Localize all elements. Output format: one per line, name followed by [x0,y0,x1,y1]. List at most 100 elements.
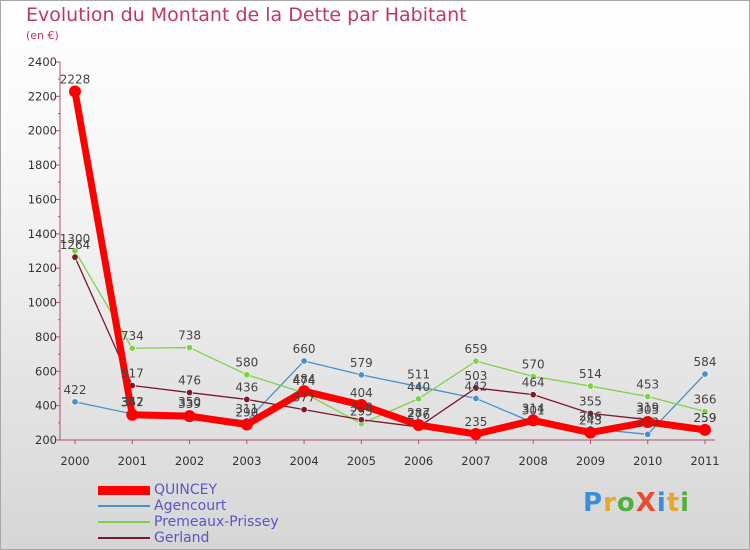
data-label: 584 [694,355,717,369]
data-point [584,426,597,439]
legend-item-agencourt: Agencourt [98,498,279,514]
data-label: 436 [235,380,258,394]
data-label: 442 [464,379,487,393]
data-point [586,382,594,390]
data-label: 738 [178,329,201,343]
legend-swatch [98,485,150,495]
data-point [298,385,311,398]
data-label: 347 [121,396,144,410]
data-label: 318 [350,401,373,415]
logo-letter: t [666,488,681,518]
x-tick-label: 2009 [576,454,605,468]
data-label: 350 [178,395,201,409]
y-tick-label: 1000 [28,296,57,310]
data-label: 305 [636,403,659,417]
legend-item-quincey: QUINCEY [98,482,279,498]
data-point [300,357,308,365]
data-label: 1264 [60,238,91,252]
legend-swatch [98,521,150,523]
data-point [472,384,480,392]
data-label: 2228 [60,73,91,87]
legend-label: Agencourt [154,498,227,514]
y-tick-label: 1200 [28,261,57,275]
x-tick-label: 2005 [347,454,376,468]
logo-letter: o [616,488,636,518]
data-label: 259 [694,411,717,425]
data-label: 319 [636,401,659,415]
data-label: 580 [235,356,258,370]
data-label: 1300 [60,232,91,246]
data-label: 514 [579,367,602,381]
logo-letter: i [680,488,691,518]
data-label: 235 [464,415,487,429]
data-label: 476 [178,374,201,388]
logo-letter: i [656,488,667,518]
x-tick-label: 2007 [461,454,490,468]
data-point [243,395,251,403]
data-point [355,398,368,411]
data-label: 259 [694,411,717,425]
data-point [527,414,540,427]
data-point [701,407,709,415]
data-point [71,398,79,406]
data-label: 287 [407,406,430,420]
y-tick-label: 1600 [28,192,57,206]
logo-letter: X [635,488,657,518]
data-label: 570 [522,357,545,371]
proxiti-logo: ProXiti [583,488,690,518]
data-point [126,408,139,421]
data-label: 352 [121,395,144,409]
data-point [412,419,425,432]
data-label: 295 [350,405,373,419]
data-point [69,85,81,98]
x-tick-label: 2004 [289,454,318,468]
y-tick-label: 1400 [28,227,57,241]
x-tick-label: 2008 [519,454,548,468]
chart-title: Evolution du Montant de la Dette par Hab… [26,4,467,26]
x-tick-label: 2001 [118,454,147,468]
logo-letter: P [583,488,604,518]
data-label: 484 [293,372,316,386]
series-line-premeaux-prissey [74,250,706,425]
data-label: 243 [579,414,602,428]
data-point [71,253,79,261]
data-label: 440 [407,380,430,394]
y-tick-label: 2200 [28,89,57,103]
data-point [128,344,136,352]
y-tick-label: 1800 [28,158,57,172]
legend-swatch [98,537,150,539]
y-tick-label: 600 [35,364,57,378]
y-tick-label: 2400 [28,55,57,69]
data-label: 517 [121,367,144,381]
x-tick-label: 2000 [60,454,89,468]
data-point [415,383,423,391]
data-label: 339 [178,397,201,411]
data-point [243,371,251,379]
data-point [699,423,711,436]
data-label: 366 [694,392,717,406]
data-point [186,389,194,397]
data-label: 453 [636,378,659,392]
legend-swatch [98,505,150,507]
data-label: 355 [579,394,602,408]
legend-item-gerland: Gerland [98,530,279,546]
y-tick-label: 800 [35,330,57,344]
data-point [644,430,652,438]
data-label: 474 [293,374,316,388]
data-label: 266 [579,410,602,424]
data-label: 290 [235,406,258,420]
series-line-quincey [71,88,709,438]
data-label: 734 [121,329,144,343]
x-tick-label: 2002 [175,454,204,468]
data-label: 311 [235,402,258,416]
data-label: 404 [350,386,373,400]
data-label: 464 [522,376,545,390]
data-point [472,357,480,365]
data-label: 511 [407,368,430,382]
legend-label: Gerland [154,530,210,546]
data-label: 301 [522,404,545,418]
x-tick-label: 2006 [404,454,433,468]
data-label: 503 [464,369,487,383]
